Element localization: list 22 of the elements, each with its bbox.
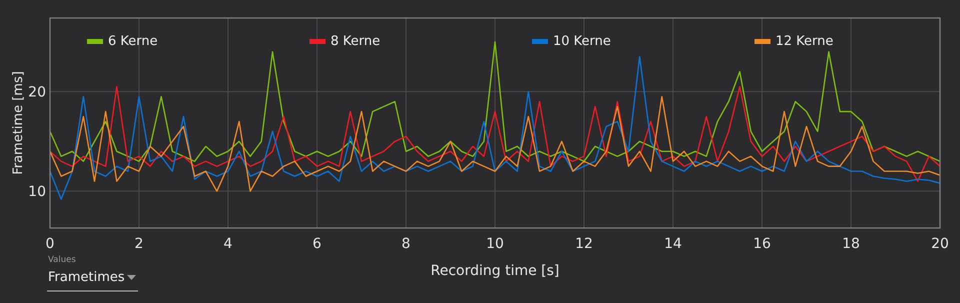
- x-tick-label: 12: [575, 236, 593, 252]
- legend-label: 12 Kerne: [776, 34, 834, 49]
- line-series: [50, 86, 940, 182]
- x-axis-title: Recording time [s]: [430, 263, 560, 279]
- text: Values: [48, 255, 76, 265]
- legend-label: 6 Kerne: [108, 34, 158, 49]
- x-tick-label: 2: [134, 236, 144, 252]
- x-tick-label: 10: [486, 236, 504, 252]
- x-tick-label: 14: [664, 236, 682, 252]
- text: Frametimes: [48, 270, 125, 285]
- x-tick-label: 4: [224, 236, 233, 252]
- x-tick-label: 16: [753, 236, 771, 252]
- y-axis-title: Frametime [ms]: [11, 71, 26, 175]
- x-tick-label: 20: [931, 236, 949, 252]
- legend-label: 8 Kerne: [330, 34, 380, 49]
- x-tick-label: 8: [402, 236, 410, 252]
- x-tick-label: 6: [312, 236, 322, 252]
- x-tick-label: 0: [46, 236, 54, 252]
- x-tick-label: 18: [842, 236, 860, 252]
- line-series: [50, 96, 940, 192]
- legend-label: 10 Kerne: [553, 34, 611, 49]
- line-series: [50, 56, 940, 200]
